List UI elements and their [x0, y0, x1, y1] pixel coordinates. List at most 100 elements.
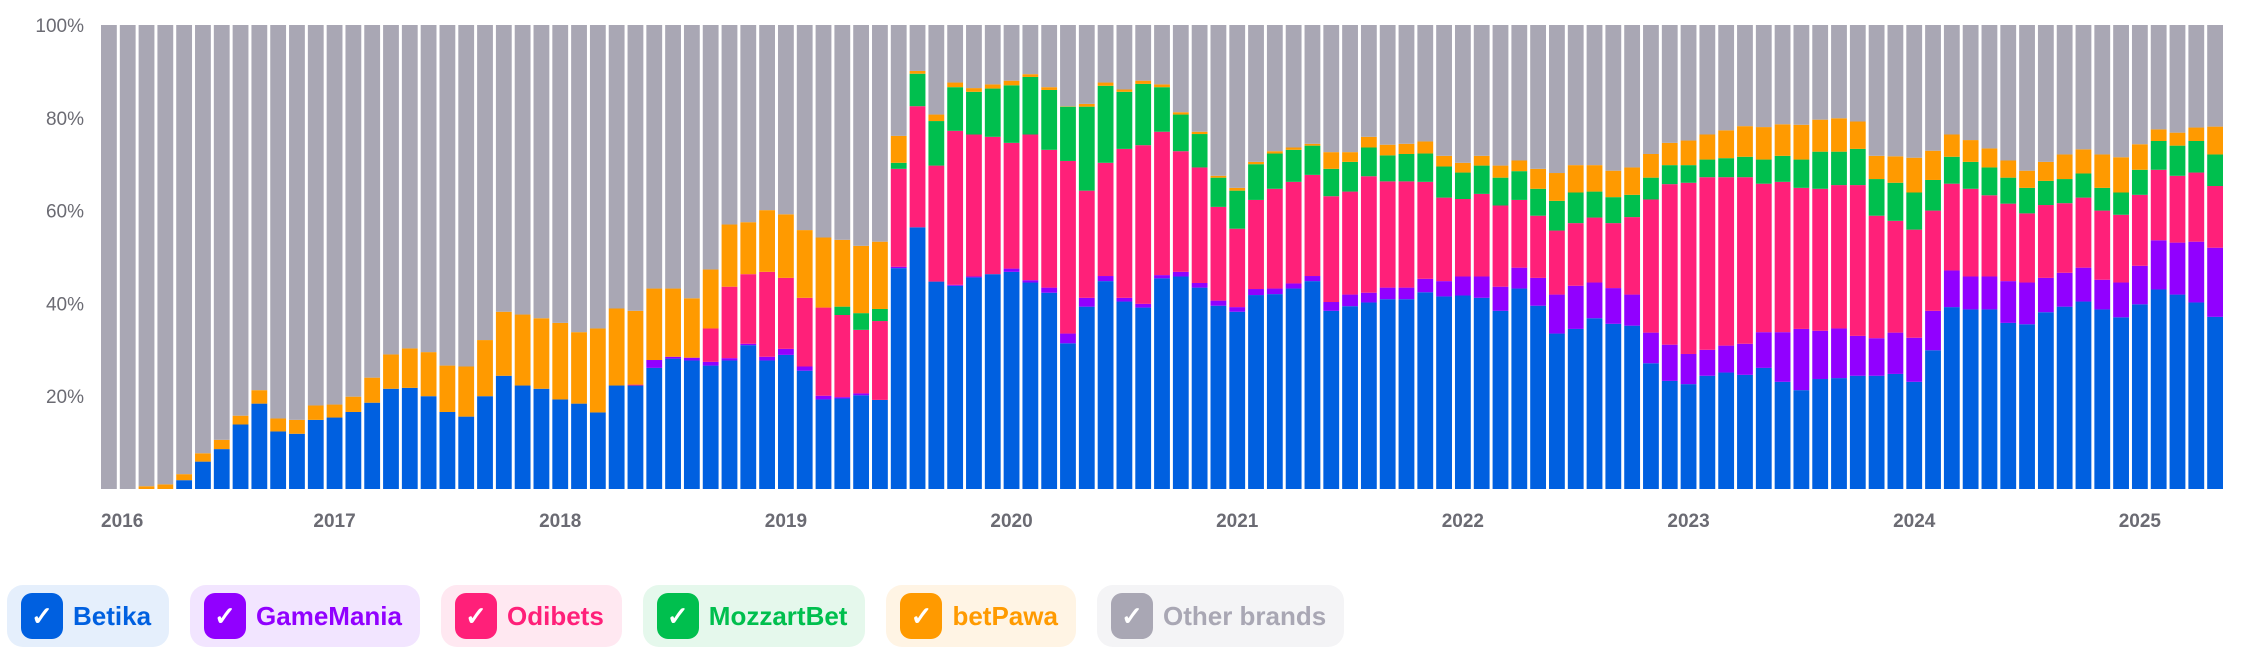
bar-segment-betpawa[interactable]: [1191, 131, 1208, 135]
bar-segment-gamemania[interactable]: [665, 356, 681, 359]
bar-segment-odibets[interactable]: [2188, 172, 2205, 242]
bar-segment-mozzartbet[interactable]: [928, 121, 945, 166]
bar-segment-odibets[interactable]: [1624, 217, 1641, 295]
bar-segment-mozzartbet[interactable]: [1868, 179, 1885, 216]
bar-segment-mozzartbet[interactable]: [1191, 134, 1208, 168]
bar-segment-mozzartbet[interactable]: [1774, 155, 1791, 182]
bar-segment-betpawa[interactable]: [2037, 161, 2054, 181]
bar-segment-odibets[interactable]: [947, 130, 964, 285]
bar-segment-odibets[interactable]: [1436, 197, 1452, 282]
bar-segment-gamemania[interactable]: [1661, 344, 1678, 381]
bar-segment-betpawa[interactable]: [796, 230, 813, 298]
bar-segment-betika[interactable]: [1022, 282, 1039, 489]
bar-segment-betika[interactable]: [1906, 381, 1923, 489]
bar-segment-betpawa[interactable]: [1116, 89, 1133, 92]
bar-segment-betika[interactable]: [1454, 295, 1471, 489]
bar-segment-betika[interactable]: [608, 385, 625, 489]
bar-segment-mozzartbet[interactable]: [1454, 172, 1471, 199]
bar-segment-gamemania[interactable]: [1022, 280, 1039, 283]
bar-segment-betika[interactable]: [1755, 367, 1772, 489]
bar-segment-betpawa[interactable]: [1248, 161, 1264, 165]
checkbox-checked-icon[interactable]: ✓: [656, 593, 699, 639]
bar-segment-mozzartbet[interactable]: [1887, 182, 1904, 221]
bar-segment-betika[interactable]: [1643, 363, 1659, 489]
bar-segment-mozzartbet[interactable]: [1154, 87, 1170, 132]
bar-segment-betika[interactable]: [2131, 304, 2148, 489]
bar-segment-mozzartbet[interactable]: [1661, 165, 1678, 185]
bar-segment-other-brands[interactable]: [1831, 25, 1847, 119]
bar-segment-odibets[interactable]: [1793, 187, 1810, 329]
bar-segment-betpawa[interactable]: [928, 114, 945, 122]
bar-segment-betika[interactable]: [796, 370, 813, 489]
legend-toggle-odibets[interactable]: ✓ Odibets: [441, 585, 622, 647]
bar-segment-gamemania[interactable]: [1060, 333, 1076, 344]
bar-segment-gamemania[interactable]: [1248, 289, 1264, 296]
bar-segment-betika[interactable]: [2037, 312, 2054, 489]
bar-segment-betpawa[interactable]: [1887, 156, 1904, 183]
bar-segment-other-brands[interactable]: [1379, 25, 1396, 145]
bar-segment-mozzartbet[interactable]: [1643, 177, 1659, 200]
bar-segment-other-brands[interactable]: [1755, 25, 1772, 128]
bar-segment-betika[interactable]: [1511, 288, 1528, 489]
bar-segment-other-brands[interactable]: [1605, 25, 1622, 171]
checkbox-checked-icon[interactable]: ✓: [900, 593, 943, 639]
bar-segment-betika[interactable]: [1003, 271, 1020, 489]
bar-segment-betika[interactable]: [627, 385, 644, 489]
bar-segment-gamemania[interactable]: [890, 266, 907, 269]
bar-segment-betpawa[interactable]: [514, 314, 531, 386]
bar-segment-gamemania[interactable]: [646, 360, 663, 368]
bar-segment-betpawa[interactable]: [477, 340, 493, 397]
bar-segment-gamemania[interactable]: [1135, 303, 1152, 308]
bar-segment-betika[interactable]: [1135, 307, 1152, 489]
bar-segment-mozzartbet[interactable]: [1549, 200, 1565, 231]
bar-segment-gamemania[interactable]: [1755, 332, 1772, 368]
bar-segment-odibets[interactable]: [1060, 160, 1076, 334]
bar-segment-other-brands[interactable]: [439, 25, 456, 366]
bar-segment-mozzartbet[interactable]: [1417, 153, 1434, 182]
bar-segment-mozzartbet[interactable]: [1737, 156, 1753, 178]
bar-segment-other-brands[interactable]: [1586, 25, 1603, 166]
bar-segment-betpawa[interactable]: [326, 404, 343, 418]
checkbox-checked-icon[interactable]: ✓: [455, 593, 497, 639]
bar-segment-mozzartbet[interactable]: [1586, 191, 1603, 218]
bar-segment-betika[interactable]: [1549, 333, 1565, 489]
bar-segment-odibets[interactable]: [1962, 188, 1979, 277]
bar-segment-other-brands[interactable]: [307, 25, 324, 406]
bar-segment-betpawa[interactable]: [345, 396, 362, 412]
bar-segment-mozzartbet[interactable]: [1003, 85, 1020, 143]
bar-segment-betpawa[interactable]: [213, 439, 230, 450]
bar-segment-odibets[interactable]: [1755, 183, 1772, 333]
bar-segment-other-brands[interactable]: [2094, 25, 2111, 155]
bar-segment-odibets[interactable]: [834, 315, 851, 398]
bar-segment-other-brands[interactable]: [289, 25, 305, 420]
bar-segment-betika[interactable]: [345, 411, 362, 489]
bar-segment-betika[interactable]: [176, 480, 193, 489]
bar-segment-other-brands[interactable]: [2037, 25, 2054, 162]
bar-segment-betika[interactable]: [495, 375, 512, 489]
bar-segment-other-brands[interactable]: [1567, 25, 1584, 166]
bar-segment-betpawa[interactable]: [1774, 124, 1791, 156]
bar-segment-gamemania[interactable]: [834, 397, 851, 399]
bar-segment-betpawa[interactable]: [1135, 80, 1152, 84]
bar-segment-other-brands[interactable]: [458, 25, 475, 367]
bar-segment-odibets[interactable]: [1812, 188, 1829, 331]
bar-segment-odibets[interactable]: [1285, 181, 1302, 284]
bar-segment-odibets[interactable]: [1868, 215, 1885, 339]
bar-segment-odibets[interactable]: [1492, 205, 1509, 287]
bar-segment-betpawa[interactable]: [1549, 173, 1565, 201]
bar-segment-other-brands[interactable]: [909, 25, 926, 71]
bar-segment-mozzartbet[interactable]: [853, 313, 870, 330]
bar-segment-gamemania[interactable]: [1492, 286, 1509, 311]
bar-segment-betpawa[interactable]: [1398, 143, 1415, 154]
bar-segment-other-brands[interactable]: [966, 25, 982, 89]
bar-segment-mozzartbet[interactable]: [2000, 177, 2017, 204]
bar-segment-mozzartbet[interactable]: [2056, 179, 2073, 204]
bar-segment-mozzartbet[interactable]: [1135, 83, 1152, 146]
bar-segment-betpawa[interactable]: [1304, 143, 1321, 146]
bar-segment-other-brands[interactable]: [2056, 25, 2073, 155]
bar-segment-betika[interactable]: [420, 396, 437, 489]
bar-segment-other-brands[interactable]: [1097, 25, 1114, 83]
bar-segment-betika[interactable]: [439, 411, 456, 489]
bar-segment-betika[interactable]: [307, 419, 324, 489]
bar-segment-other-brands[interactable]: [364, 25, 381, 378]
